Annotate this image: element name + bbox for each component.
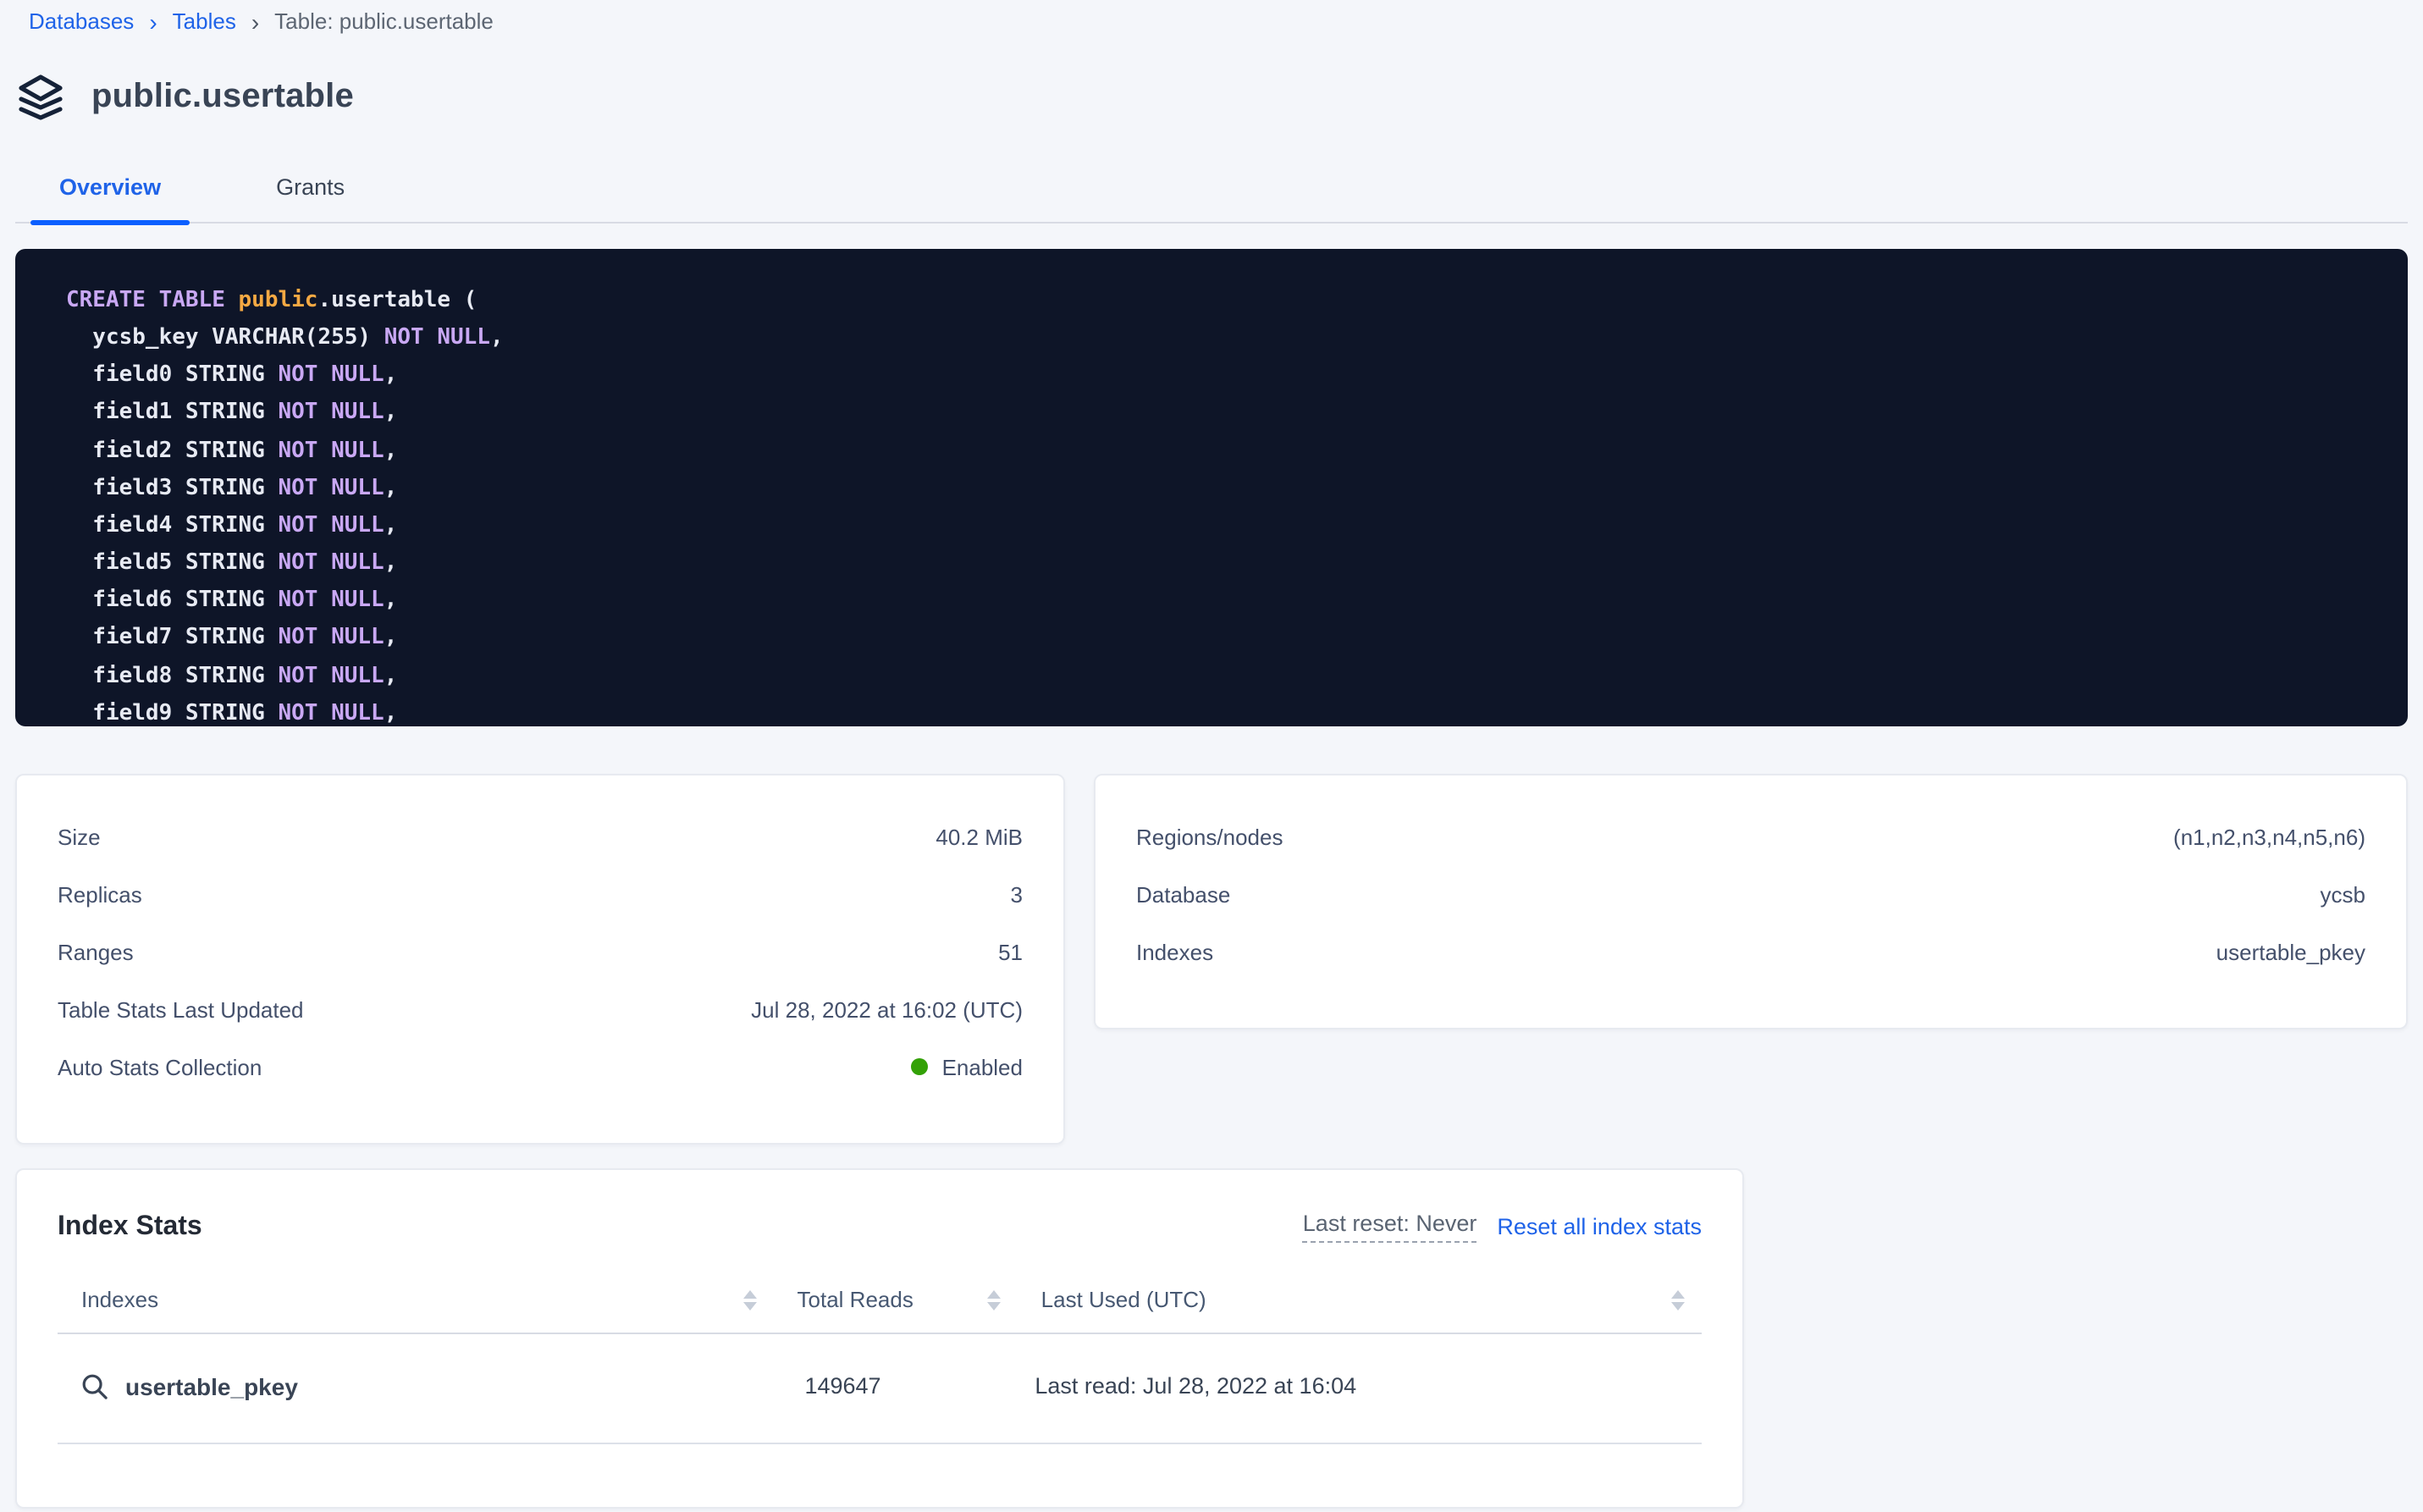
column-header-indexes[interactable]: Indexes <box>58 1287 774 1312</box>
index-table-header: Indexes Total Reads Last Used (UTC) <box>58 1287 1702 1334</box>
create-statement-code-block: CREATE TABLE public.usertable ( ycsb_key… <box>15 249 2408 726</box>
stat-value: Enabled <box>911 1054 1023 1079</box>
stat-row-regions: Regions/nodes (n1,n2,n3,n4,n5,n6) <box>1096 808 2406 865</box>
column-header-last-used[interactable]: Last Used (UTC) <box>1018 1287 1702 1312</box>
summary-cards: Size 40.2 MiB Replicas 3 Ranges 51 Table… <box>15 774 2408 1145</box>
stat-value: Jul 28, 2022 at 16:02 (UTC) <box>751 996 1023 1022</box>
chevron-right-icon: › <box>149 8 157 36</box>
sort-arrows-icon <box>1671 1289 1685 1310</box>
breadcrumb-databases-link[interactable]: Databases <box>29 8 135 34</box>
column-label: Last Used (UTC) <box>1040 1287 1206 1312</box>
stack-icon <box>19 74 63 120</box>
last-reset-text: Last reset: Never <box>1302 1211 1477 1243</box>
stat-value: (n1,n2,n3,n4,n5,n6) <box>2173 824 2365 849</box>
table-row: usertable_pkey 149647 Last read: Jul 28,… <box>58 1334 1702 1444</box>
stat-label: Size <box>58 824 101 849</box>
stat-row-stats-updated: Table Stats Last Updated Jul 28, 2022 at… <box>17 980 1063 1038</box>
column-label: Total Reads <box>797 1287 913 1312</box>
tab-overview-label: Overview <box>59 174 162 200</box>
stat-row-replicas: Replicas 3 <box>17 865 1063 923</box>
index-stats-title: Index Stats <box>58 1212 202 1241</box>
tab-grants[interactable]: Grants <box>247 174 373 222</box>
index-name: usertable_pkey <box>125 1373 298 1400</box>
stat-row-database: Database ycsb <box>1096 865 2406 923</box>
column-header-total-reads[interactable]: Total Reads <box>774 1287 1018 1312</box>
total-reads-value: 149647 <box>804 1373 881 1399</box>
stat-value: 51 <box>998 939 1023 964</box>
last-used-value: Last read: Jul 28, 2022 at 16:04 <box>1035 1373 1357 1399</box>
stat-label: Replicas <box>58 881 142 907</box>
enabled-status-dot-icon <box>911 1058 929 1075</box>
tab-overview[interactable]: Overview <box>30 174 190 224</box>
stat-label: Auto Stats Collection <box>58 1054 262 1079</box>
stat-row-size: Size 40.2 MiB <box>17 808 1063 865</box>
status-text: Enabled <box>941 1054 1023 1079</box>
stat-label: Regions/nodes <box>1136 824 1283 849</box>
column-label: Indexes <box>81 1287 159 1312</box>
title-row: public.usertable <box>15 71 2408 122</box>
stat-row-auto-stats: Auto Stats Collection Enabled <box>17 1038 1063 1095</box>
chevron-right-icon: › <box>251 8 260 36</box>
stat-value: usertable_pkey <box>2216 939 2365 964</box>
table-info-card: Regions/nodes (n1,n2,n3,n4,n5,n6) Databa… <box>1094 774 2408 1029</box>
breadcrumb-tables-link[interactable]: Tables <box>172 8 236 34</box>
tab-grants-label: Grants <box>276 174 345 200</box>
index-stats-header: Index Stats Last reset: Never Reset all … <box>58 1211 1702 1243</box>
stat-label: Indexes <box>1136 939 1214 964</box>
stat-row-indexes: Indexes usertable_pkey <box>1096 923 2406 980</box>
stat-label: Table Stats Last Updated <box>58 996 304 1022</box>
stat-value: 40.2 MiB <box>936 824 1023 849</box>
sql-code: CREATE TABLE public.usertable ( ycsb_key… <box>66 288 504 726</box>
tab-bar: Overview Grants <box>15 174 2408 224</box>
stat-row-ranges: Ranges 51 <box>17 923 1063 980</box>
sort-arrows-icon <box>742 1289 757 1310</box>
stat-label: Ranges <box>58 939 134 964</box>
stat-value: 3 <box>1010 881 1023 907</box>
index-stats-meta: Last reset: Never Reset all index stats <box>1302 1211 1702 1243</box>
breadcrumb: Databases › Tables › Table: public.usert… <box>29 0 2408 36</box>
page-title: public.usertable <box>91 77 354 114</box>
breadcrumb-current: Table: public.usertable <box>274 8 494 34</box>
index-link[interactable]: usertable_pkey <box>81 1373 781 1400</box>
sort-arrows-icon <box>986 1289 1001 1310</box>
index-stats-table: Indexes Total Reads Last Used (UTC) <box>58 1287 1702 1444</box>
reset-index-stats-link[interactable]: Reset all index stats <box>1497 1214 1702 1239</box>
table-stats-card: Size 40.2 MiB Replicas 3 Ranges 51 Table… <box>15 774 1065 1145</box>
magnifier-icon <box>82 1374 108 1399</box>
stat-label: Database <box>1136 881 1231 907</box>
index-stats-card: Index Stats Last reset: Never Reset all … <box>15 1168 1744 1509</box>
stat-value: ycsb <box>2320 881 2365 907</box>
